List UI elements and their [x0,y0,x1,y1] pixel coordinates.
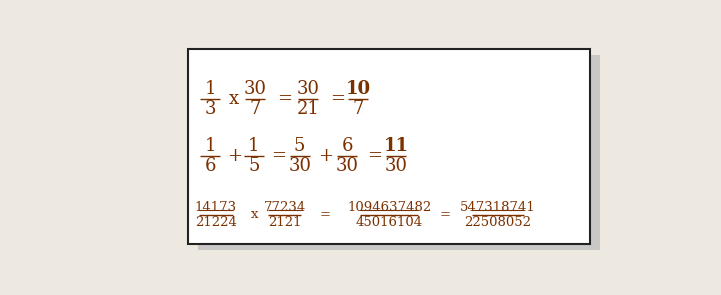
Text: +: + [319,147,333,165]
Text: 7: 7 [353,100,364,118]
Text: 1094637482: 1094637482 [347,201,431,214]
Text: 10: 10 [346,80,371,98]
Text: 21224: 21224 [195,216,236,229]
Text: 6: 6 [205,157,216,175]
Text: 6: 6 [342,137,353,155]
Text: 45016104: 45016104 [355,216,423,229]
Text: 14173: 14173 [195,201,237,214]
Text: x: x [251,208,259,221]
Text: =: = [368,147,383,165]
Text: +: + [227,147,242,165]
Text: 77234: 77234 [263,201,306,214]
Text: x: x [229,90,239,108]
Text: =: = [439,208,451,221]
Text: =: = [330,90,345,108]
Text: =: = [277,90,292,108]
Text: 30: 30 [385,157,408,175]
Text: 1: 1 [248,137,260,155]
FancyBboxPatch shape [188,49,590,244]
Text: 21: 21 [296,100,319,118]
Text: 30: 30 [244,80,267,98]
Text: 30: 30 [336,157,358,175]
FancyBboxPatch shape [198,55,601,250]
Text: 5: 5 [248,157,260,175]
Text: 1: 1 [205,137,216,155]
Text: 5: 5 [294,137,306,155]
Text: 1: 1 [205,80,216,98]
Text: 2121: 2121 [267,216,301,229]
Text: =: = [271,147,286,165]
Text: 3: 3 [205,100,216,118]
Text: 547318741: 547318741 [460,201,536,214]
Text: 22508052: 22508052 [464,216,531,229]
Text: 7: 7 [249,100,261,118]
Text: =: = [319,208,330,221]
Text: 30: 30 [296,80,319,98]
Text: 30: 30 [288,157,311,175]
Text: 11: 11 [384,137,409,155]
